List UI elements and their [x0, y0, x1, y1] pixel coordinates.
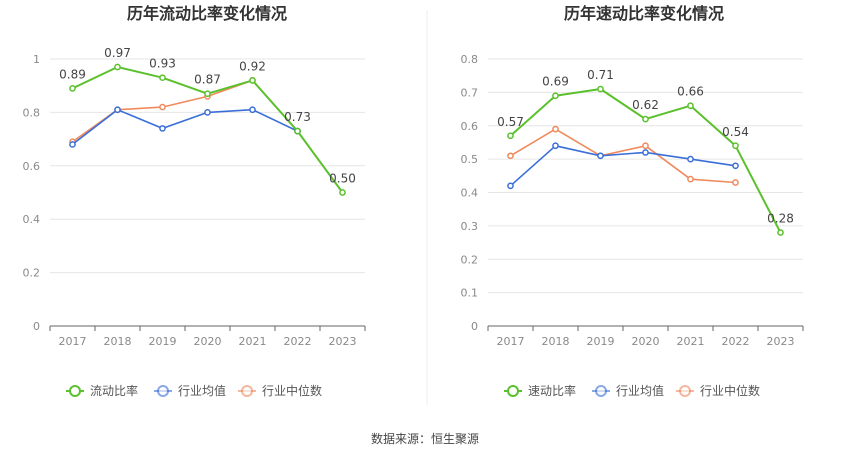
- chart1-series-1-point: [159, 74, 166, 82]
- chart2-ytick-label: 0.8: [461, 53, 479, 66]
- chart2-ytick-label: 0.5: [461, 153, 479, 166]
- chart2-ytick-label: 0.6: [461, 120, 479, 133]
- chart1-legend-1-marker[interactable]: [69, 385, 81, 397]
- chart2-data-label: 0.57: [497, 115, 524, 129]
- chart1-series-1-point: [249, 77, 256, 84]
- chart1-series-1-point: [204, 90, 211, 98]
- chart1-data-label: 0.50: [329, 172, 356, 186]
- chart2-series-1-point: [777, 229, 784, 236]
- chart2-series-3-line: [510, 128, 736, 184]
- chart1-data-label: 0.92: [239, 59, 266, 73]
- chart2-series-2-point: [597, 152, 604, 160]
- chart2-xtick-label: 2019: [587, 335, 615, 348]
- chart2-title: 历年速动比率变化情况: [564, 4, 724, 23]
- chart2-legend-1-label[interactable]: 速动比率: [528, 383, 576, 398]
- chart1-legend-1-label[interactable]: 流动比率: [90, 383, 138, 398]
- chart2-data-label: 0.62: [632, 98, 659, 112]
- chart1-series-2-point: [114, 106, 121, 114]
- chart1-legend-2-marker[interactable]: [157, 385, 169, 397]
- chart2-data-label: 0.71: [587, 68, 614, 82]
- chart1-series-2-point: [204, 109, 211, 116]
- chart2-series-1-point: [552, 92, 559, 100]
- chart1-ytick-label: 0.2: [23, 267, 41, 280]
- chart2-ytick-label: 0: [471, 320, 478, 333]
- chart2-ytick-label: 0.2: [461, 253, 479, 266]
- chart2-xtick-label: 2017: [497, 335, 525, 348]
- chart2-xtick-label: 2020: [632, 335, 660, 348]
- chart1-data-label: 0.87: [194, 73, 221, 87]
- chart1-data-label: 0.73: [284, 110, 311, 124]
- chart2-xtick-label: 2022: [722, 335, 750, 348]
- chart2-series-3-point: [507, 152, 514, 160]
- chart1-legend-2-label[interactable]: 行业均值: [178, 383, 226, 398]
- chart2-series-3-point: [552, 125, 559, 133]
- chart1-xtick-label: 2017: [59, 335, 87, 348]
- chart2-series-2-point: [507, 182, 514, 190]
- chart1-title: 历年流动比率变化情况: [127, 4, 287, 23]
- chart1-xtick-label: 2020: [194, 335, 222, 348]
- chart1-xtick-label: 2019: [149, 335, 177, 348]
- chart2-xtick-label: 2018: [542, 335, 570, 348]
- chart2-series-3-point: [642, 142, 649, 150]
- chart2-series-1-point: [642, 115, 649, 123]
- chart2-ytick-label: 0.1: [461, 287, 479, 300]
- chart2-series-3-point: [732, 179, 739, 186]
- chart2-data-label: 0.66: [677, 85, 704, 99]
- chart1-ytick-label: 0.6: [23, 160, 41, 173]
- chart2-data-label: 0.54: [722, 125, 749, 139]
- chart1-data-label: 0.93: [149, 57, 176, 71]
- chart2-data-label: 0.28: [767, 212, 794, 226]
- chart1-xtick-label: 2023: [329, 335, 357, 348]
- chart1-xtick-label: 2022: [284, 335, 312, 348]
- chart2-ytick-label: 0.4: [461, 187, 479, 200]
- chart1-series-1-point: [339, 189, 346, 196]
- chart1-legend-3-label[interactable]: 行业中位数: [262, 383, 322, 398]
- chart2-legend-2-marker[interactable]: [595, 385, 607, 397]
- chart1-series-2-point: [249, 106, 256, 114]
- chart2-xtick-label: 2021: [677, 335, 705, 348]
- chart2-series-2-line: [509, 145, 736, 187]
- chart2-legend-3-label[interactable]: 行业中位数: [700, 383, 760, 398]
- chart1-xtick-label: 2018: [104, 335, 132, 348]
- chart1-data-label: 0.97: [104, 46, 131, 60]
- chart2-data-label: 0.69: [542, 75, 569, 89]
- chart1-series-1-point: [294, 127, 301, 135]
- chart1-ytick-label: 0: [33, 320, 40, 333]
- chart1-series-1-point: [69, 85, 76, 92]
- chart2-series-3-point: [687, 175, 694, 183]
- chart2-series-2-point: [732, 162, 739, 170]
- chart1-data-label: 0.89: [59, 67, 86, 81]
- chart1-series-3-line: [72, 79, 299, 143]
- chart1-ytick-label: 1: [33, 53, 40, 66]
- chart1-series-1-point: [114, 63, 121, 71]
- chart2-legend-2-label[interactable]: 行业均值: [616, 383, 664, 398]
- chart2-series-1-point: [732, 142, 739, 150]
- chart2-series-2-point: [552, 142, 559, 150]
- chart1-legend-3-marker[interactable]: [241, 385, 253, 397]
- chart1-ytick-label: 0.4: [23, 213, 41, 226]
- chart2-series-2-point: [642, 149, 649, 156]
- chart1-series-2-line: [72, 108, 298, 146]
- chart2-series-1-point: [687, 102, 694, 110]
- chart1-series-3-point: [159, 103, 166, 111]
- chart1-ytick-label: 0.8: [23, 106, 41, 119]
- chart2-ytick-label: 0.7: [461, 86, 479, 99]
- chart2-legend-1-marker[interactable]: [507, 385, 519, 397]
- chart2-ytick-label: 0.3: [461, 220, 479, 233]
- chart1-series-2-point: [69, 141, 76, 148]
- chart2-series-1-point: [597, 85, 604, 93]
- chart2-series-2-point: [687, 155, 694, 163]
- data-source-text: 数据来源：恒生聚源: [371, 431, 479, 446]
- chart2-legend-3-marker[interactable]: [679, 385, 691, 397]
- chart1-series-2-point: [159, 125, 166, 132]
- chart1-xtick-label: 2021: [239, 335, 267, 348]
- chart2-series-1-point: [507, 132, 514, 140]
- chart2-xtick-label: 2023: [767, 335, 795, 348]
